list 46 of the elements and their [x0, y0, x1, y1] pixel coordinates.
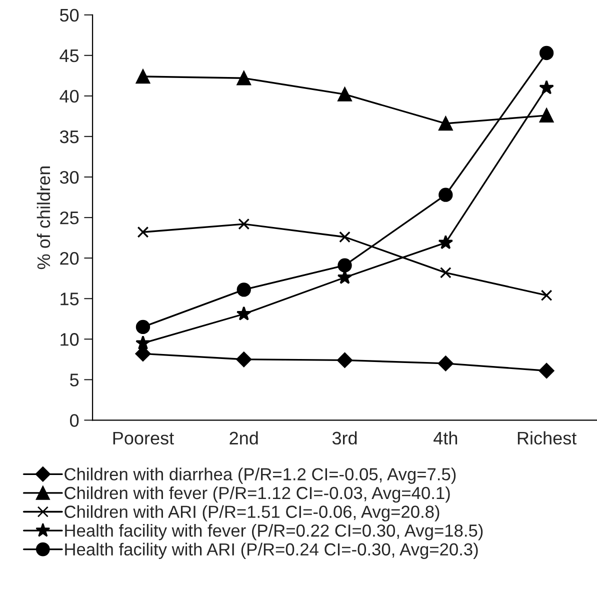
point	[539, 108, 554, 122]
point	[238, 218, 250, 230]
point	[538, 363, 554, 378]
x-tick-label: 2nd	[230, 431, 258, 445]
x-tick-label: Poorest	[113, 432, 174, 445]
point	[137, 226, 149, 238]
point	[438, 116, 453, 131]
y-tick-label: 20	[60, 252, 79, 265]
point	[136, 335, 150, 350]
y-tick-label: 0	[70, 414, 79, 427]
legend-label: Children with ARI (P/R=1.51 CI=-0.06, Avg=20.8)	[64, 505, 440, 522]
y-tick-label: 50	[60, 8, 79, 22]
y-tick-label: 35	[60, 130, 79, 144]
point	[136, 320, 150, 334]
y-tick-label: 25	[60, 211, 79, 224]
point	[440, 266, 452, 278]
point	[539, 80, 554, 94]
legend-label: Children with fever (P/R=1.12 CI=-0.03, Avg=40.1)	[64, 486, 450, 503]
y-tick-label: 30	[60, 170, 79, 184]
point	[540, 290, 552, 302]
legend-label: Children with diarrhea (P/R=1.2 CI=-0.05, Avg=7.5)	[64, 468, 456, 484]
point	[236, 71, 251, 86]
point	[337, 352, 352, 368]
x-tick-label: 4th	[434, 431, 458, 445]
y-tick-label: 15	[60, 292, 79, 306]
point	[236, 306, 252, 320]
y-tick-label: 45	[60, 50, 79, 62]
point	[338, 87, 352, 102]
point	[136, 69, 150, 84]
y-tick-label: 40	[60, 90, 79, 103]
point	[236, 352, 252, 368]
y-tick-label: 5	[70, 374, 79, 386]
legend-label: Health facility with fever (P/R=0.22 CI=0.30, Avg=18.5)	[65, 524, 483, 540]
point	[539, 46, 554, 60]
point	[438, 234, 454, 250]
point	[438, 188, 453, 202]
y-tick-label: 10	[60, 333, 79, 346]
point	[236, 282, 251, 297]
point	[338, 258, 352, 272]
x-tick-label: Richest	[518, 431, 577, 445]
point	[339, 231, 350, 243]
y-axis-title: % of children	[36, 166, 50, 270]
point	[135, 346, 151, 362]
point	[438, 356, 454, 372]
x-tick-label: 3rd	[332, 431, 357, 445]
legend-label: Health facility with ARI (P/R=0.24 CI=-0.30, Avg=20.3)	[65, 542, 478, 559]
